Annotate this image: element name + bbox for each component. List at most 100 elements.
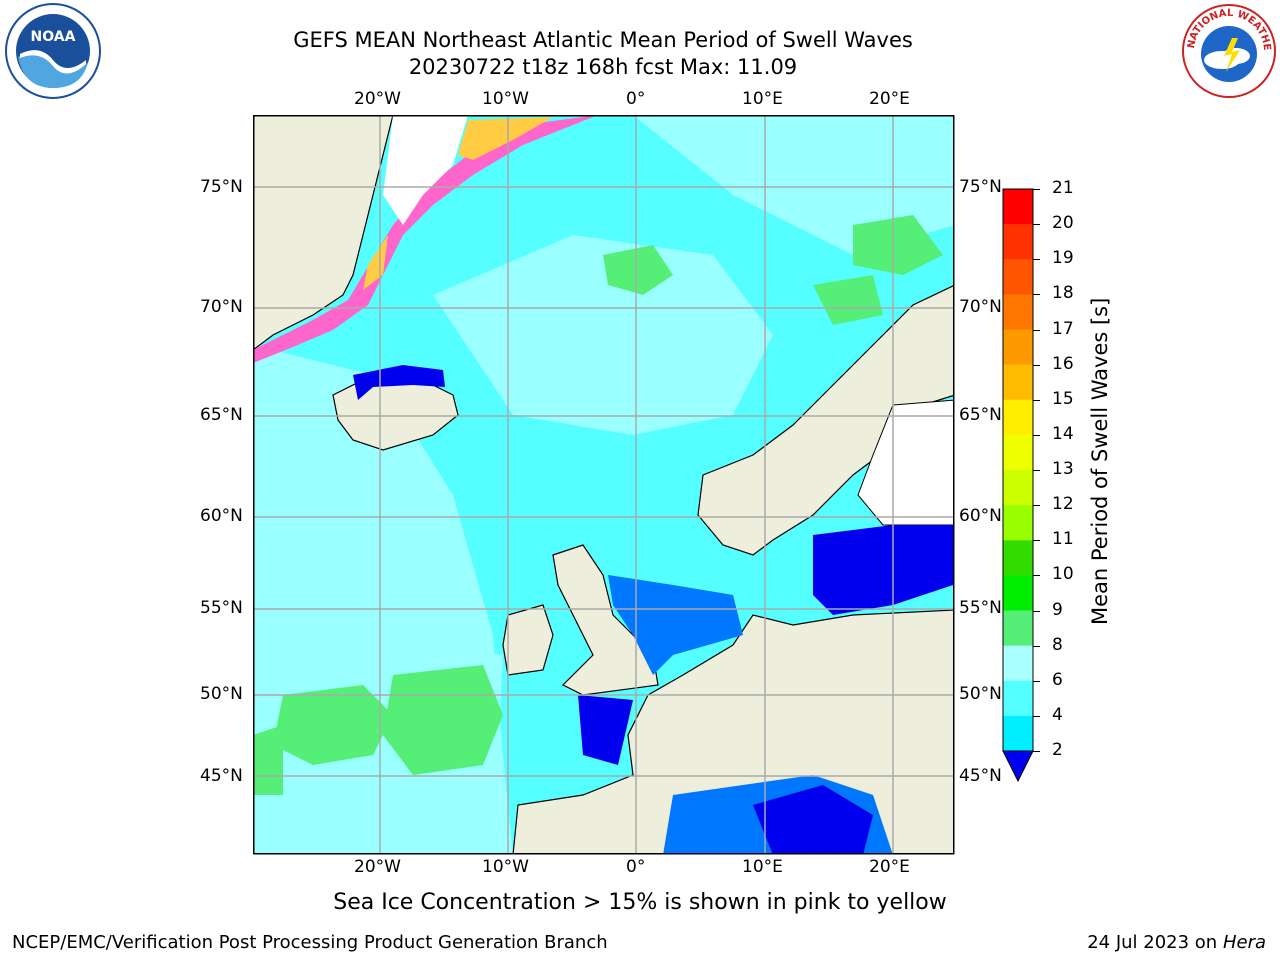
green-region-biscay-west <box>273 685 393 765</box>
lat-label-left-6: 45°N <box>200 766 243 786</box>
ice-white-area <box>383 115 468 225</box>
sea-ice-caption: Sea Ice Concentration > 15% is shown in … <box>0 890 1280 915</box>
colorbar-band-11 <box>1003 575 1033 611</box>
lon-label-bottom-1: 10°W <box>482 857 529 877</box>
lon-label-bottom-3: 10°E <box>742 857 783 877</box>
colorbar-tick-label: 14 <box>1052 423 1074 444</box>
colorbar-tick-label: 4 <box>1052 704 1063 725</box>
footer-date: 24 Jul 2023 on Hera <box>1087 932 1266 953</box>
biscay-coastal-blue <box>578 695 633 765</box>
lon-label-top-4: 20°E <box>869 89 910 109</box>
lat-label-left-4: 55°N <box>200 598 243 618</box>
colorbar <box>1002 188 1034 783</box>
colorbar-tick-mark <box>1033 715 1040 717</box>
colorbar-tick-label: 20 <box>1052 213 1074 234</box>
colorbar-tick-mark <box>1033 751 1040 752</box>
sea-ice-core <box>363 117 553 290</box>
light-swell-region-northeast <box>633 115 954 255</box>
colorbar-tick-mark <box>1033 364 1040 366</box>
north-sea-blue <box>608 575 743 675</box>
colorbar-tick-label: 10 <box>1052 564 1074 585</box>
colorbar-band-12 <box>1003 610 1033 647</box>
colorbar-tick-mark <box>1033 505 1040 507</box>
iceland-coastal-blue <box>353 365 445 400</box>
light-swell-region-north <box>433 235 773 435</box>
colorbar-tick-mark <box>1033 189 1040 190</box>
britain-land <box>552 544 659 696</box>
lon-label-top-0: 20°W <box>354 89 401 109</box>
colorbar-tick-mark <box>1033 540 1040 542</box>
colorbar-band-15 <box>1003 715 1033 752</box>
colorbar-tick-mark <box>1033 399 1040 401</box>
colorbar-band-7 <box>1003 434 1033 471</box>
colorbar-band-4 <box>1003 329 1033 366</box>
colorbar-tick-label: 13 <box>1052 459 1074 479</box>
green-region-norway-coast <box>813 275 883 325</box>
lat-label-left-2: 65°N <box>200 405 243 425</box>
lat-label-right-2: 65°N <box>959 405 1002 425</box>
colorbar-tick-mark <box>1033 575 1040 577</box>
map-subtitle: 20230722 t18z 168h fcst Max: 11.09 <box>408 55 798 79</box>
green-region-atlantic <box>253 725 283 795</box>
lon-label-bottom-4: 20°E <box>869 857 910 877</box>
map-frame <box>253 115 955 855</box>
colorbar-tick-mark <box>1033 680 1040 682</box>
noaa-logo: NOAA <box>5 3 101 99</box>
colorbar-tick-label: 12 <box>1052 494 1074 515</box>
lat-label-right-5: 50°N <box>959 684 1002 704</box>
sea-ice-caption-text: Sea Ice Concentration > 15% is shown in … <box>333 890 947 915</box>
colorbar-band-8 <box>1003 470 1033 506</box>
footer-date-text: 24 Jul 2023 on <box>1087 932 1223 953</box>
colorbar-tick-mark <box>1033 329 1040 331</box>
colorbar-tick-label: 11 <box>1052 529 1074 550</box>
colorbar-tick-mark <box>1033 259 1040 261</box>
colorbar-tick-mark <box>1033 470 1040 471</box>
lon-label-top-1: 10°W <box>482 89 529 109</box>
lat-label-left-1: 70°N <box>200 297 243 317</box>
colorbar-tick-label: 8 <box>1052 634 1063 655</box>
colorbar-tick-label: 2 <box>1052 740 1063 760</box>
colorbar-band-5 <box>1003 364 1033 401</box>
lat-label-right-0: 75°N <box>959 177 1002 197</box>
sea-ice-band <box>253 115 598 363</box>
green-region-norwegian <box>603 245 673 295</box>
map-title: GEFS MEAN Northeast Atlantic Mean Period… <box>293 28 913 52</box>
green-region-east <box>853 215 943 275</box>
colorbar-tick-label: 19 <box>1052 248 1074 269</box>
colorbar-band-14 <box>1003 680 1033 717</box>
gulf-of-bothnia-white <box>857 399 954 526</box>
colorbar-title: Mean Period of Swell Waves [s] <box>1088 297 1112 625</box>
colorbar-tick-mark <box>1033 294 1040 296</box>
colorbar-under-arrow <box>1002 750 1034 783</box>
footer-credit: NCEP/EMC/Verification Post Processing Pr… <box>12 932 608 953</box>
colorbar-tick-label: 16 <box>1052 353 1074 374</box>
colorbar-band-10 <box>1003 540 1033 576</box>
colorbar-band-6 <box>1003 399 1033 436</box>
colorbar-band-0 <box>1003 189 1033 225</box>
colorbar-tick-label: 15 <box>1052 388 1074 409</box>
lon-label-top-3: 10°E <box>742 89 783 109</box>
colorbar-tick-mark <box>1033 224 1040 226</box>
lat-label-right-3: 60°N <box>959 506 1002 526</box>
colorbar-tick-mark <box>1033 645 1040 647</box>
colorbar-band-13 <box>1003 645 1033 682</box>
lat-label-right-6: 45°N <box>959 766 1002 786</box>
green-region-biscay-mid <box>383 665 503 775</box>
lat-label-left-0: 75°N <box>200 177 243 197</box>
colorbar-band-9 <box>1003 505 1033 541</box>
colorbar-tick-mark <box>1033 610 1040 612</box>
colorbar-tick-label: 9 <box>1052 599 1063 620</box>
noaa-logo-text: NOAA <box>31 29 76 45</box>
ireland-land <box>502 604 554 676</box>
colorbar-tick-label: 6 <box>1052 669 1063 690</box>
baltic-blue <box>813 525 953 615</box>
mediterranean-deep <box>753 785 873 854</box>
lon-label-top-2: 0° <box>626 89 646 109</box>
lat-label-left-5: 50°N <box>200 684 243 704</box>
colorbar-tick-label: 21 <box>1052 178 1074 198</box>
colorbar-band-2 <box>1003 259 1033 295</box>
nws-logo: NATIONAL WEATHER SERVICE <box>1180 2 1276 98</box>
lon-label-bottom-2: 0° <box>626 857 646 877</box>
graticule <box>253 115 954 854</box>
colorbar-tick-label: 17 <box>1052 318 1074 339</box>
